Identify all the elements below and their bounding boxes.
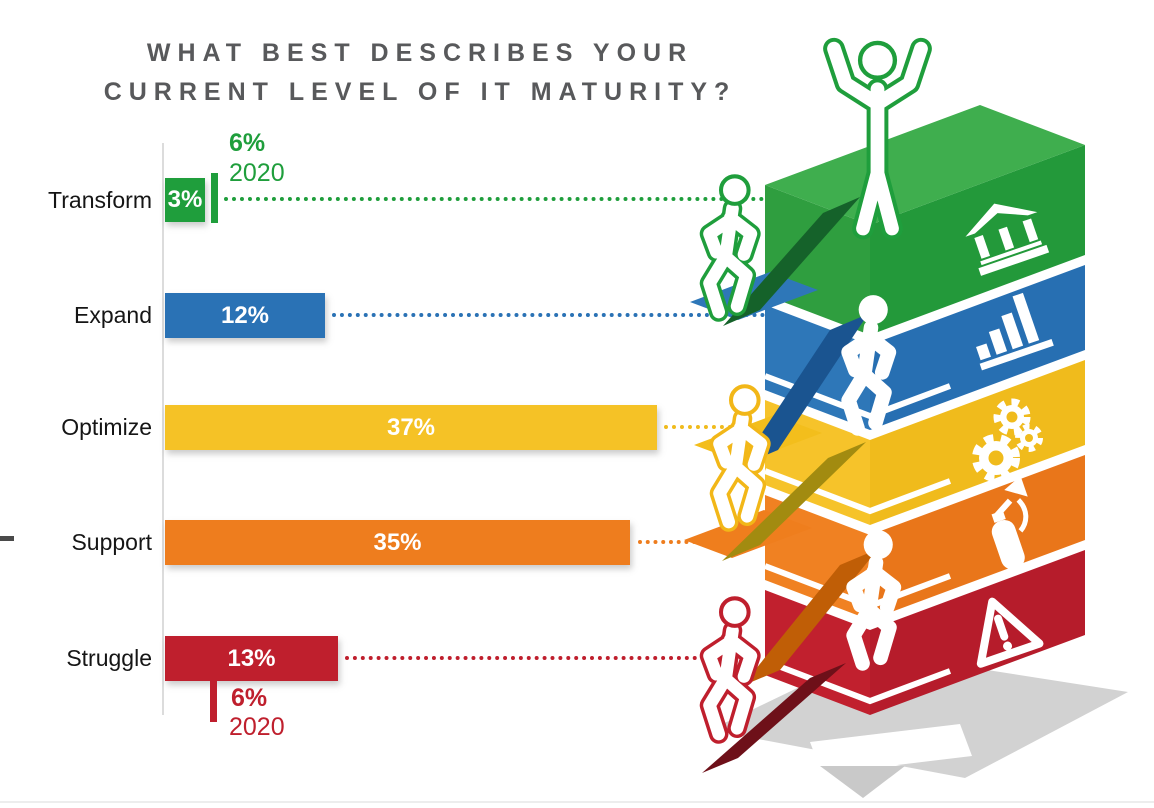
label-struggle: Struggle (66, 645, 152, 671)
climber-optimize-icon (720, 384, 761, 522)
climber-struggle-icon (710, 596, 751, 734)
tower-level-struggle (763, 550, 1085, 715)
ramp-blue (740, 314, 868, 466)
label-support: Support (71, 529, 152, 555)
bar-transform: 3% (165, 178, 205, 222)
leader-struggle (345, 656, 713, 660)
celebrating-figure-icon (834, 43, 921, 229)
climber-expand-icon (849, 295, 889, 428)
maturity-tower-illustration (684, 30, 1128, 798)
leader-transform (224, 197, 764, 201)
bar-support: 35% (165, 520, 630, 565)
annotation-year-struggle: 2020 (229, 713, 285, 741)
tick-2020-transform (211, 173, 218, 223)
bar-optimize: 37% (165, 405, 657, 450)
climber-support-icon (854, 530, 894, 663)
footer-divider (0, 801, 1154, 803)
fire-extinguisher-icon (991, 475, 1029, 570)
annotation-year-transform: 2020 (229, 159, 285, 187)
page-title: WHAT BEST DESCRIBES YOUR CURRENT LEVEL O… (95, 34, 745, 112)
bar-chart-icon (976, 292, 1054, 371)
ramp-dark-orange (742, 549, 878, 686)
ramp-green (723, 197, 860, 326)
leader-expand (332, 313, 765, 317)
ramp-dark-red (702, 663, 846, 773)
label-expand: Expand (73, 302, 152, 328)
bar-value-support: 35% (373, 528, 422, 556)
annotation-value-struggle: 6% (231, 684, 268, 712)
bar-expand: 12% (165, 293, 325, 338)
gears-icon (972, 398, 1043, 482)
tick-2020-struggle (210, 681, 217, 722)
bar-value-struggle: 13% (227, 644, 276, 672)
label-optimize: Optimize (61, 414, 152, 440)
title-line-2: CURRENT LEVEL OF IT MATURITY? (103, 78, 737, 106)
title-line-1: WHAT BEST DESCRIBES YOUR (146, 39, 694, 67)
y-axis-line (162, 143, 164, 715)
ramp-olive (722, 442, 866, 561)
label-transform: Transform (48, 187, 152, 213)
annotation-value-transform: 6% (229, 129, 266, 157)
bar-struggle: 13% (165, 636, 338, 681)
bar-value-transform: 3% (167, 186, 203, 213)
bar-value-expand: 12% (220, 301, 270, 329)
warning-icon (976, 597, 1044, 668)
left-edge-mark (0, 536, 14, 541)
bank-icon (965, 203, 1050, 276)
bar-value-optimize: 37% (386, 413, 436, 441)
climber-transform-icon (710, 174, 751, 312)
leader-optimize (664, 425, 748, 429)
